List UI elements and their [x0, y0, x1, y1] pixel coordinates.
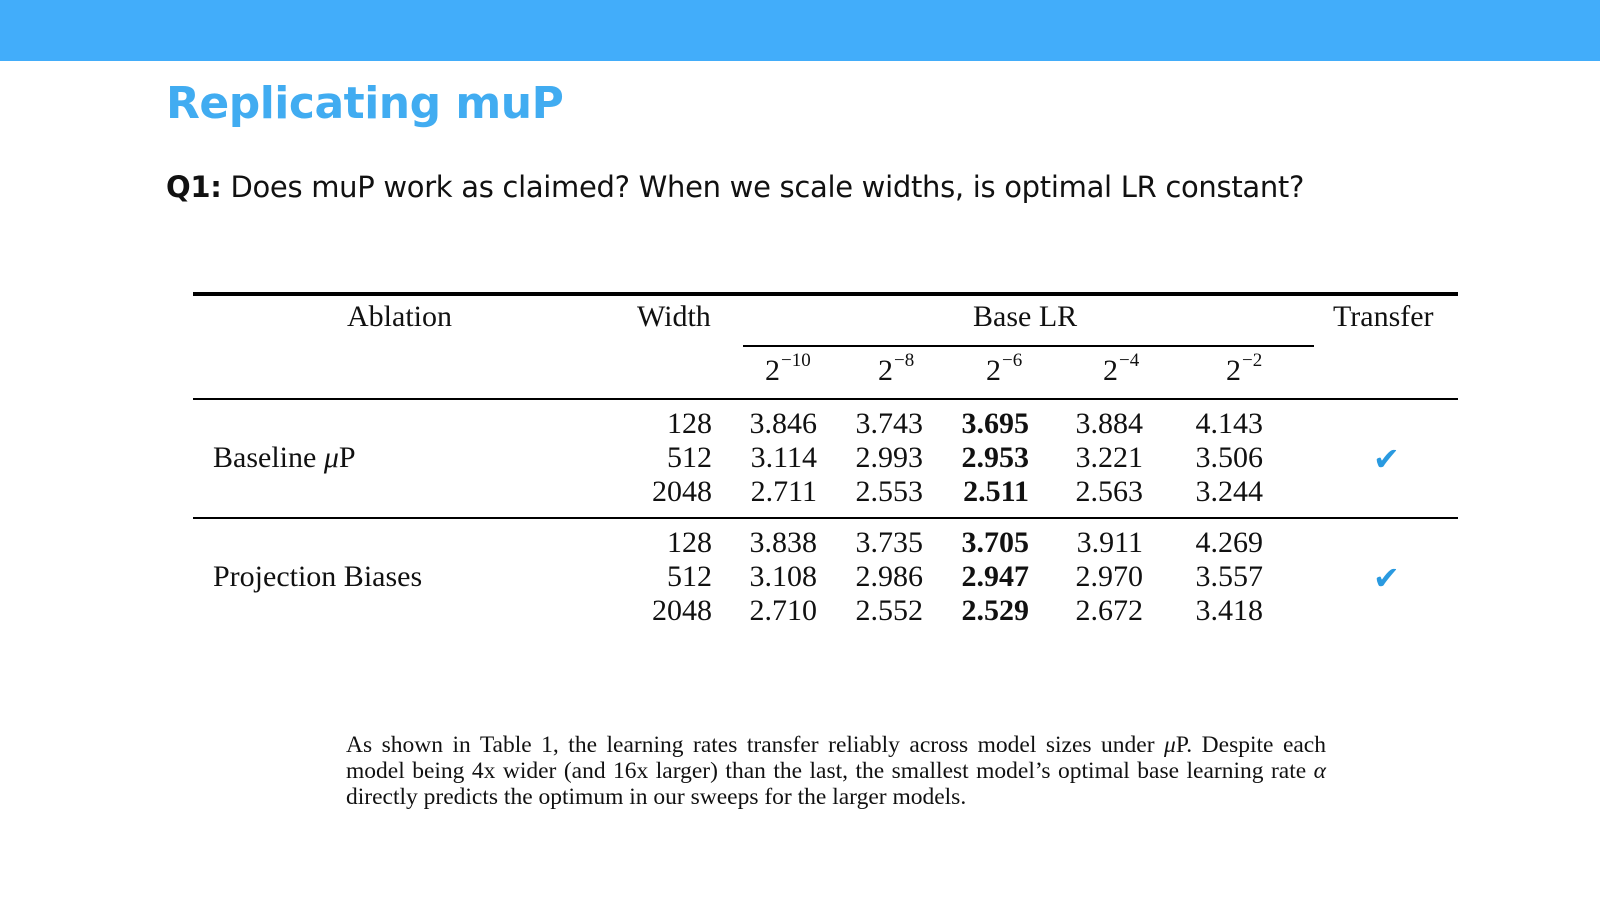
lr-header-4: 2−2: [1226, 350, 1263, 387]
question-text: Does muP work as claimed? When we scale …: [221, 170, 1305, 204]
base-lr-underline: [743, 345, 1314, 347]
question-label: Q1:: [166, 170, 222, 204]
header-base-lr: Base LR: [973, 300, 1078, 333]
lr-exponent: −2: [1242, 350, 1263, 371]
loss-value-cell: 2.947: [961, 560, 1030, 593]
header-ablation: Ablation: [347, 300, 452, 333]
width-cell: 2048: [652, 594, 712, 627]
loss-value-cell: 3.108: [749, 560, 818, 593]
check-icon: ✔: [1373, 440, 1400, 478]
loss-value-cell: 2.529: [961, 594, 1030, 627]
lr-header-0: 2−10: [765, 350, 811, 387]
loss-value-cell: 4.269: [1195, 526, 1264, 559]
loss-value-cell: 3.735: [855, 526, 924, 559]
width-cell: 128: [667, 407, 712, 440]
lr-exponent: −10: [781, 350, 811, 371]
loss-value-cell: 4.143: [1195, 407, 1264, 440]
check-icon: ✔: [1373, 559, 1400, 597]
group-label-projection-biases: Projection Biases: [213, 560, 423, 593]
group-label-baseline: Baseline μP: [213, 441, 356, 474]
loss-value-cell: 2.711: [750, 475, 817, 508]
loss-value-cell: 3.114: [750, 441, 817, 474]
loss-value-cell: 3.506: [1195, 441, 1264, 474]
loss-value-cell: 2.511: [963, 475, 1029, 508]
header-transfer: Transfer: [1333, 300, 1434, 333]
loss-value-cell: 2.552: [855, 594, 924, 627]
lr-header-1: 2−8: [878, 350, 915, 387]
loss-value-cell: 3.418: [1195, 594, 1264, 627]
loss-value-cell: 2.710: [749, 594, 818, 627]
slide-question: Q1: Does muP work as claimed? When we sc…: [166, 170, 1304, 204]
width-cell: 2048: [652, 475, 712, 508]
slide-title: Replicating muP: [166, 78, 564, 129]
table-top-rule: [193, 292, 1458, 296]
mu-symbol: μ: [323, 441, 339, 474]
loss-value-cell: 2.970: [1075, 560, 1144, 593]
loss-value-cell: 2.553: [855, 475, 924, 508]
width-cell: 128: [667, 526, 712, 559]
loss-value-cell: 3.221: [1075, 441, 1144, 474]
top-accent-bar: [0, 0, 1600, 61]
width-cell: 512: [667, 441, 712, 474]
lr-header-3: 2−4: [1103, 350, 1140, 387]
loss-value-cell: 3.846: [749, 407, 818, 440]
loss-value-cell: 3.743: [855, 407, 924, 440]
loss-value-cell: 3.911: [1076, 526, 1143, 559]
mu-symbol: μ: [1164, 732, 1176, 758]
width-cell: 512: [667, 560, 712, 593]
results-table: Ablation Width Base LR Transfer 2−10 2−8…: [193, 292, 1458, 632]
loss-value-cell: 3.557: [1195, 560, 1264, 593]
loss-value-cell: 3.884: [1075, 407, 1144, 440]
loss-value-cell: 3.705: [961, 526, 1030, 559]
loss-value-cell: 2.953: [961, 441, 1030, 474]
loss-value-cell: 2.563: [1075, 475, 1144, 508]
table-caption: As shown in Table 1, the learning rates …: [346, 732, 1326, 810]
lr-exponent: −8: [894, 350, 915, 371]
loss-value-cell: 2.986: [855, 560, 924, 593]
group-separator-rule: [193, 517, 1458, 519]
loss-value-cell: 2.672: [1075, 594, 1144, 627]
header-width: Width: [637, 300, 711, 333]
alpha-symbol: α: [1313, 758, 1326, 784]
loss-value-cell: 3.838: [749, 526, 818, 559]
header-bottom-rule: [193, 398, 1458, 400]
loss-value-cell: 3.244: [1195, 475, 1264, 508]
lr-exponent: −6: [1002, 350, 1023, 371]
lr-exponent: −4: [1119, 350, 1140, 371]
lr-header-2: 2−6: [986, 350, 1023, 387]
loss-value-cell: 3.695: [961, 407, 1030, 440]
loss-value-cell: 2.993: [855, 441, 924, 474]
